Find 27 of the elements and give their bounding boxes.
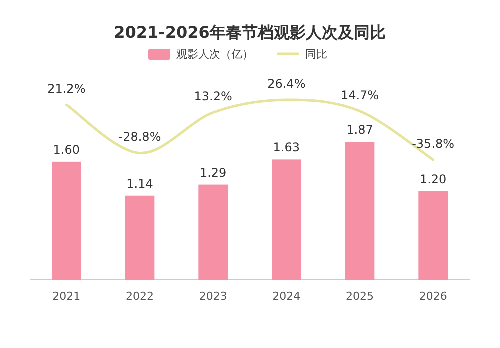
x-tick-label: 2021: [52, 290, 81, 303]
bar: [418, 191, 448, 280]
data-label: 1.60: [53, 142, 80, 157]
x-tick-label: 2025: [346, 290, 374, 303]
legend-label: 观影人次（亿）: [176, 48, 254, 61]
bar: [345, 142, 375, 280]
data-label: -28.8%: [118, 130, 162, 144]
x-tick-label: 2026: [419, 290, 448, 303]
data-label: 1.29: [200, 166, 227, 180]
data-label: 26.4%: [268, 77, 306, 91]
data-label: 14.7%: [340, 88, 380, 102]
x-tick-label: 2022: [126, 290, 154, 303]
data-label: 1.63: [273, 140, 300, 155]
data-label: 1.87: [346, 123, 374, 137]
bar: [272, 160, 302, 280]
bar: [198, 184, 228, 280]
chart-title: 2021-2026年春节档观影人次及同比: [114, 23, 386, 42]
x-tick-label: 2024: [272, 290, 301, 303]
data-label: 1.20: [420, 172, 447, 186]
legend-label: 同比: [306, 48, 328, 61]
x-tick-label: 2023: [199, 290, 228, 303]
data-label: 21.2%: [48, 82, 86, 96]
data-label: -35.8%: [412, 137, 455, 151]
bar: [52, 162, 82, 280]
bar: [125, 196, 155, 280]
data-label: 1.14: [126, 176, 154, 191]
data-label: 13.2%: [194, 90, 232, 104]
